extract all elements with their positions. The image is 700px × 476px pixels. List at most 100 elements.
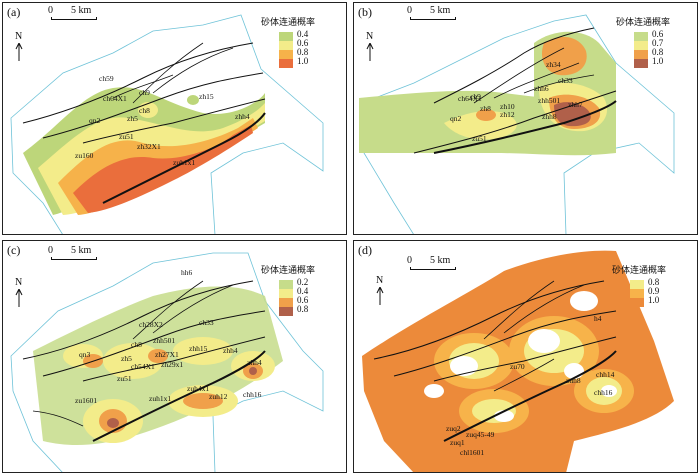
scale-zero: 0 [407,255,412,266]
legend-value: 0.8 [648,277,660,287]
legend-swatch [279,280,293,289]
well-label: zhh15 [189,344,208,353]
north-arrow: N [376,275,384,305]
well-label: zuh1x1 [173,158,195,167]
legend-swatch [279,41,293,50]
legend-value: 1.0 [297,56,309,66]
legend-swatch [279,289,293,298]
legend-swatch [634,41,648,50]
well-label: zhh8 [542,112,557,121]
scale-distance: 5 km [71,5,92,16]
well-label: ch9 [139,88,150,97]
legend-swatch [279,32,293,41]
north-arrow-icon [376,287,384,305]
legend-value: 0.8 [297,47,309,57]
map-panel-d: h4 zu70 zuh8 chh14 chh16 zuq2 zuq1 zuq45… [353,240,698,473]
north-arrow-icon [15,43,23,61]
well-label: zuq2 [446,424,461,433]
legend-value: 0.7 [652,38,664,48]
well-label: ch64X1 [458,94,482,103]
legend-value: 0.6 [297,38,309,48]
legend-swatch [634,50,648,59]
legend-value: 0.6 [652,29,664,39]
well-label: chh16 [594,388,613,397]
well-label: ch54X1 [131,362,155,371]
legend-value: 1.0 [648,295,660,305]
legend-title: 砂体连通概率 [612,266,667,276]
well-label: chl1601 [460,448,484,457]
legend: 砂体连通概率 0.6 0.7 0.8 1.0 [616,15,670,68]
legend-swatch [634,32,648,41]
well-label: zh12 [500,110,515,119]
well-label: ch33 [558,76,573,85]
legend-value: 0.8 [652,47,664,57]
well-label: chh14 [596,370,615,379]
well-label: qn2 [450,114,462,123]
well-label: zh34 [546,60,561,69]
panel-label: (c) [7,243,21,257]
scale-zero: 0 [407,5,412,16]
north-arrow-icon [15,289,23,307]
well-label: zu51 [119,132,134,141]
well-label: zuq1 [450,438,465,447]
map-d-canvas: h4 zu70 zuh8 chh14 chh16 zuq2 zuq1 zuq45… [362,250,674,472]
well-label: zh8 [480,104,491,113]
well-label: zu51 [117,374,132,383]
well-label: zh5 [127,114,138,123]
well-label: qn3 [79,350,91,359]
legend-value: 0.9 [648,286,660,296]
legend-swatch [279,50,293,59]
legend-swatch [279,298,293,307]
well-label: zh10 [500,102,515,111]
map-c-canvas: hh6 ch33 ch28X2 ch8 zhh501 zhh15 zhh4 qn… [10,252,324,472]
well-label: ch8 [139,106,150,115]
well-label: ch59 [99,74,114,83]
map-b-canvas: zh34 zhh6 ch33 ch64X1 ch9 zhh501 zhh7 zh… [359,14,675,234]
legend-title: 砂体连通概率 [261,266,316,276]
well-label: zhh501 [538,96,560,105]
map-panel-c: hh6 ch33 ch28X2 ch8 zhh501 zhh15 zhh4 qn… [2,240,347,473]
scale-zero: 0 [48,5,53,16]
well-label: zh32X1 [137,142,161,151]
scale-zero: 0 [48,245,53,256]
legend-value: 0.4 [297,286,309,296]
well-label: zuh12 [209,392,228,401]
well-label: ch28X2 [139,320,163,329]
well-label: ch9 [470,92,481,101]
well-label: zhh4 [235,112,250,121]
well-label: zh29x1 [161,360,183,369]
legend-swatch [279,307,293,316]
panel-label: (a) [7,5,21,19]
well-label: zuh8 [566,376,581,385]
legend-swatch [279,59,293,68]
well-label: hh6 [181,268,193,277]
legend-swatch [634,59,648,68]
well-label: ch64X1 [103,94,127,103]
well-label: qn2 [89,116,101,125]
map-a-canvas: ch59 ch64X1 ch8 zh5 zh15 zhh4 qn2 zu51 z… [10,14,324,234]
scale-distance: 5 km [71,245,92,256]
well-label: zh27X1 [155,350,179,359]
legend-swatch [630,298,644,307]
panel-label: (d) [358,243,372,257]
well-label: chh16 [243,390,262,399]
well-label: zhh7 [568,100,583,109]
well-label: zhh6 [534,84,549,93]
panel-label: (b) [358,5,372,19]
well-label: zuq45-49 [466,430,495,439]
map-panel-a: ch59 ch64X1 ch8 zh5 zh15 zhh4 qn2 zu51 z… [2,2,347,235]
legend: 砂体连通概率 0.2 0.4 0.6 0.8 [261,263,315,316]
well-label: zh5 [121,354,132,363]
well-label: ch33 [199,318,214,327]
legend-value: 1.0 [652,56,664,66]
north-arrow: N [15,277,23,307]
legend-value: 0.4 [297,29,309,39]
well-label: zhh4 [247,358,262,367]
legend: 砂体连通概率 0.8 0.9 1.0 [612,263,666,307]
well-label: zu1601 [75,396,97,405]
legend-value: 0.2 [297,277,309,287]
legend-title: 砂体连通概率 [261,18,316,28]
well-label: ch8 [131,340,142,349]
legend-title: 砂体连通概率 [616,18,671,28]
legend-value: 0.8 [297,304,309,314]
